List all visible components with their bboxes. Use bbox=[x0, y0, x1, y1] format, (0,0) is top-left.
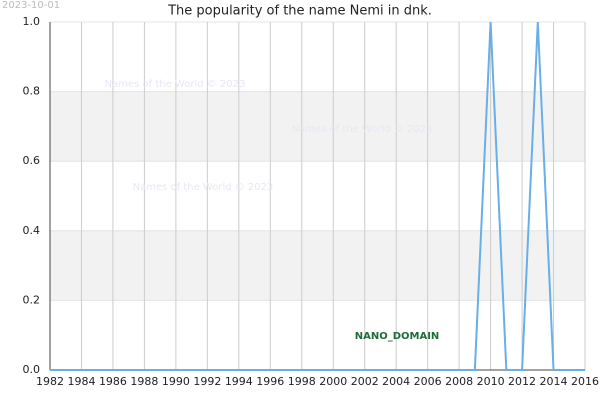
x-tick-label: 2002 bbox=[351, 375, 379, 388]
x-tick-label: 2004 bbox=[382, 375, 410, 388]
y-tick-label: 1.0 bbox=[23, 15, 41, 28]
x-tick-label: 1998 bbox=[288, 375, 316, 388]
date-stamp: 2023-10-01 bbox=[2, 0, 60, 11]
line-series bbox=[50, 21, 585, 371]
y-tick-label: 0.0 bbox=[23, 363, 41, 376]
x-tick-label: 1996 bbox=[256, 375, 284, 388]
x-tick-label: 2014 bbox=[540, 375, 568, 388]
x-tick-label: 2008 bbox=[445, 375, 473, 388]
y-tick-label: 0.6 bbox=[23, 154, 41, 167]
watermark: Names of the World © 2023 bbox=[133, 182, 274, 193]
x-tick-label: 2006 bbox=[414, 375, 442, 388]
x-tick-label: 1986 bbox=[99, 375, 127, 388]
x-tick-label: 2016 bbox=[571, 375, 599, 388]
badge: NANO_DOMAIN bbox=[355, 331, 440, 342]
x-tick-label: 1994 bbox=[225, 375, 253, 388]
grid-band bbox=[50, 230, 585, 301]
x-tick-label: 2010 bbox=[477, 375, 505, 388]
y-tick-label: 0.2 bbox=[23, 293, 41, 306]
x-tick-label: 2012 bbox=[508, 375, 536, 388]
x-tick-label: 1988 bbox=[130, 375, 158, 388]
y-tick-label: 0.4 bbox=[23, 224, 41, 237]
y-tick-label: 0.8 bbox=[23, 85, 41, 98]
x-tick-label: 1982 bbox=[36, 375, 64, 388]
watermark: Names of the World © 2023 bbox=[105, 79, 246, 90]
x-tick-label: 1990 bbox=[162, 375, 190, 388]
watermark: Names of the World © 2023 bbox=[292, 124, 433, 135]
chart-title: The popularity of the name Nemi in dnk. bbox=[167, 4, 432, 19]
x-tick-label: 2000 bbox=[319, 375, 347, 388]
x-tick-label: 1992 bbox=[193, 375, 221, 388]
x-tick-label: 1984 bbox=[67, 375, 95, 388]
